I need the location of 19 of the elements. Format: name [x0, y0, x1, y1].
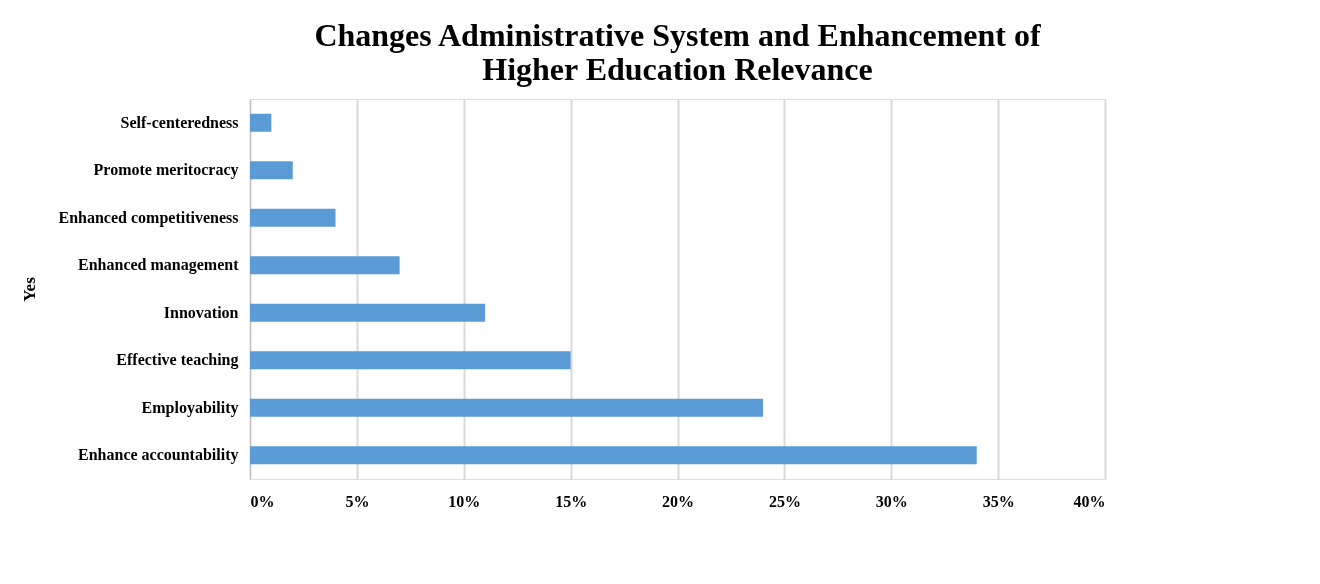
text: Changes Administrative System and Enhancement of [314, 17, 1041, 53]
x-tick-label: 25% [768, 492, 801, 510]
x-tick-label: 0% [250, 492, 275, 510]
y-axis-title: Yes [19, 276, 39, 302]
y-tick-label: Employability [141, 398, 239, 417]
y-tick-label: Enhanced management [78, 256, 240, 275]
y-tick-label: Enhanced competitiveness [58, 208, 239, 227]
x-tick-label: 35% [982, 492, 1015, 510]
y-tick-label: Innovation [163, 303, 239, 321]
x-tick-label: 30% [875, 492, 908, 510]
x-tick-label: 10% [448, 492, 481, 510]
y-tick-label: Enhance accountability [78, 446, 239, 465]
x-tick-label: 40% [1073, 492, 1106, 510]
x-tick-label: 5% [345, 492, 370, 510]
y-tick-label: Effective teaching [116, 351, 239, 370]
y-tick-label: Promote meritocracy [93, 161, 239, 180]
y-tick-label: Self-centeredness [120, 113, 239, 131]
x-tick-label: 20% [662, 492, 694, 510]
x-tick-label: 15% [555, 492, 588, 510]
